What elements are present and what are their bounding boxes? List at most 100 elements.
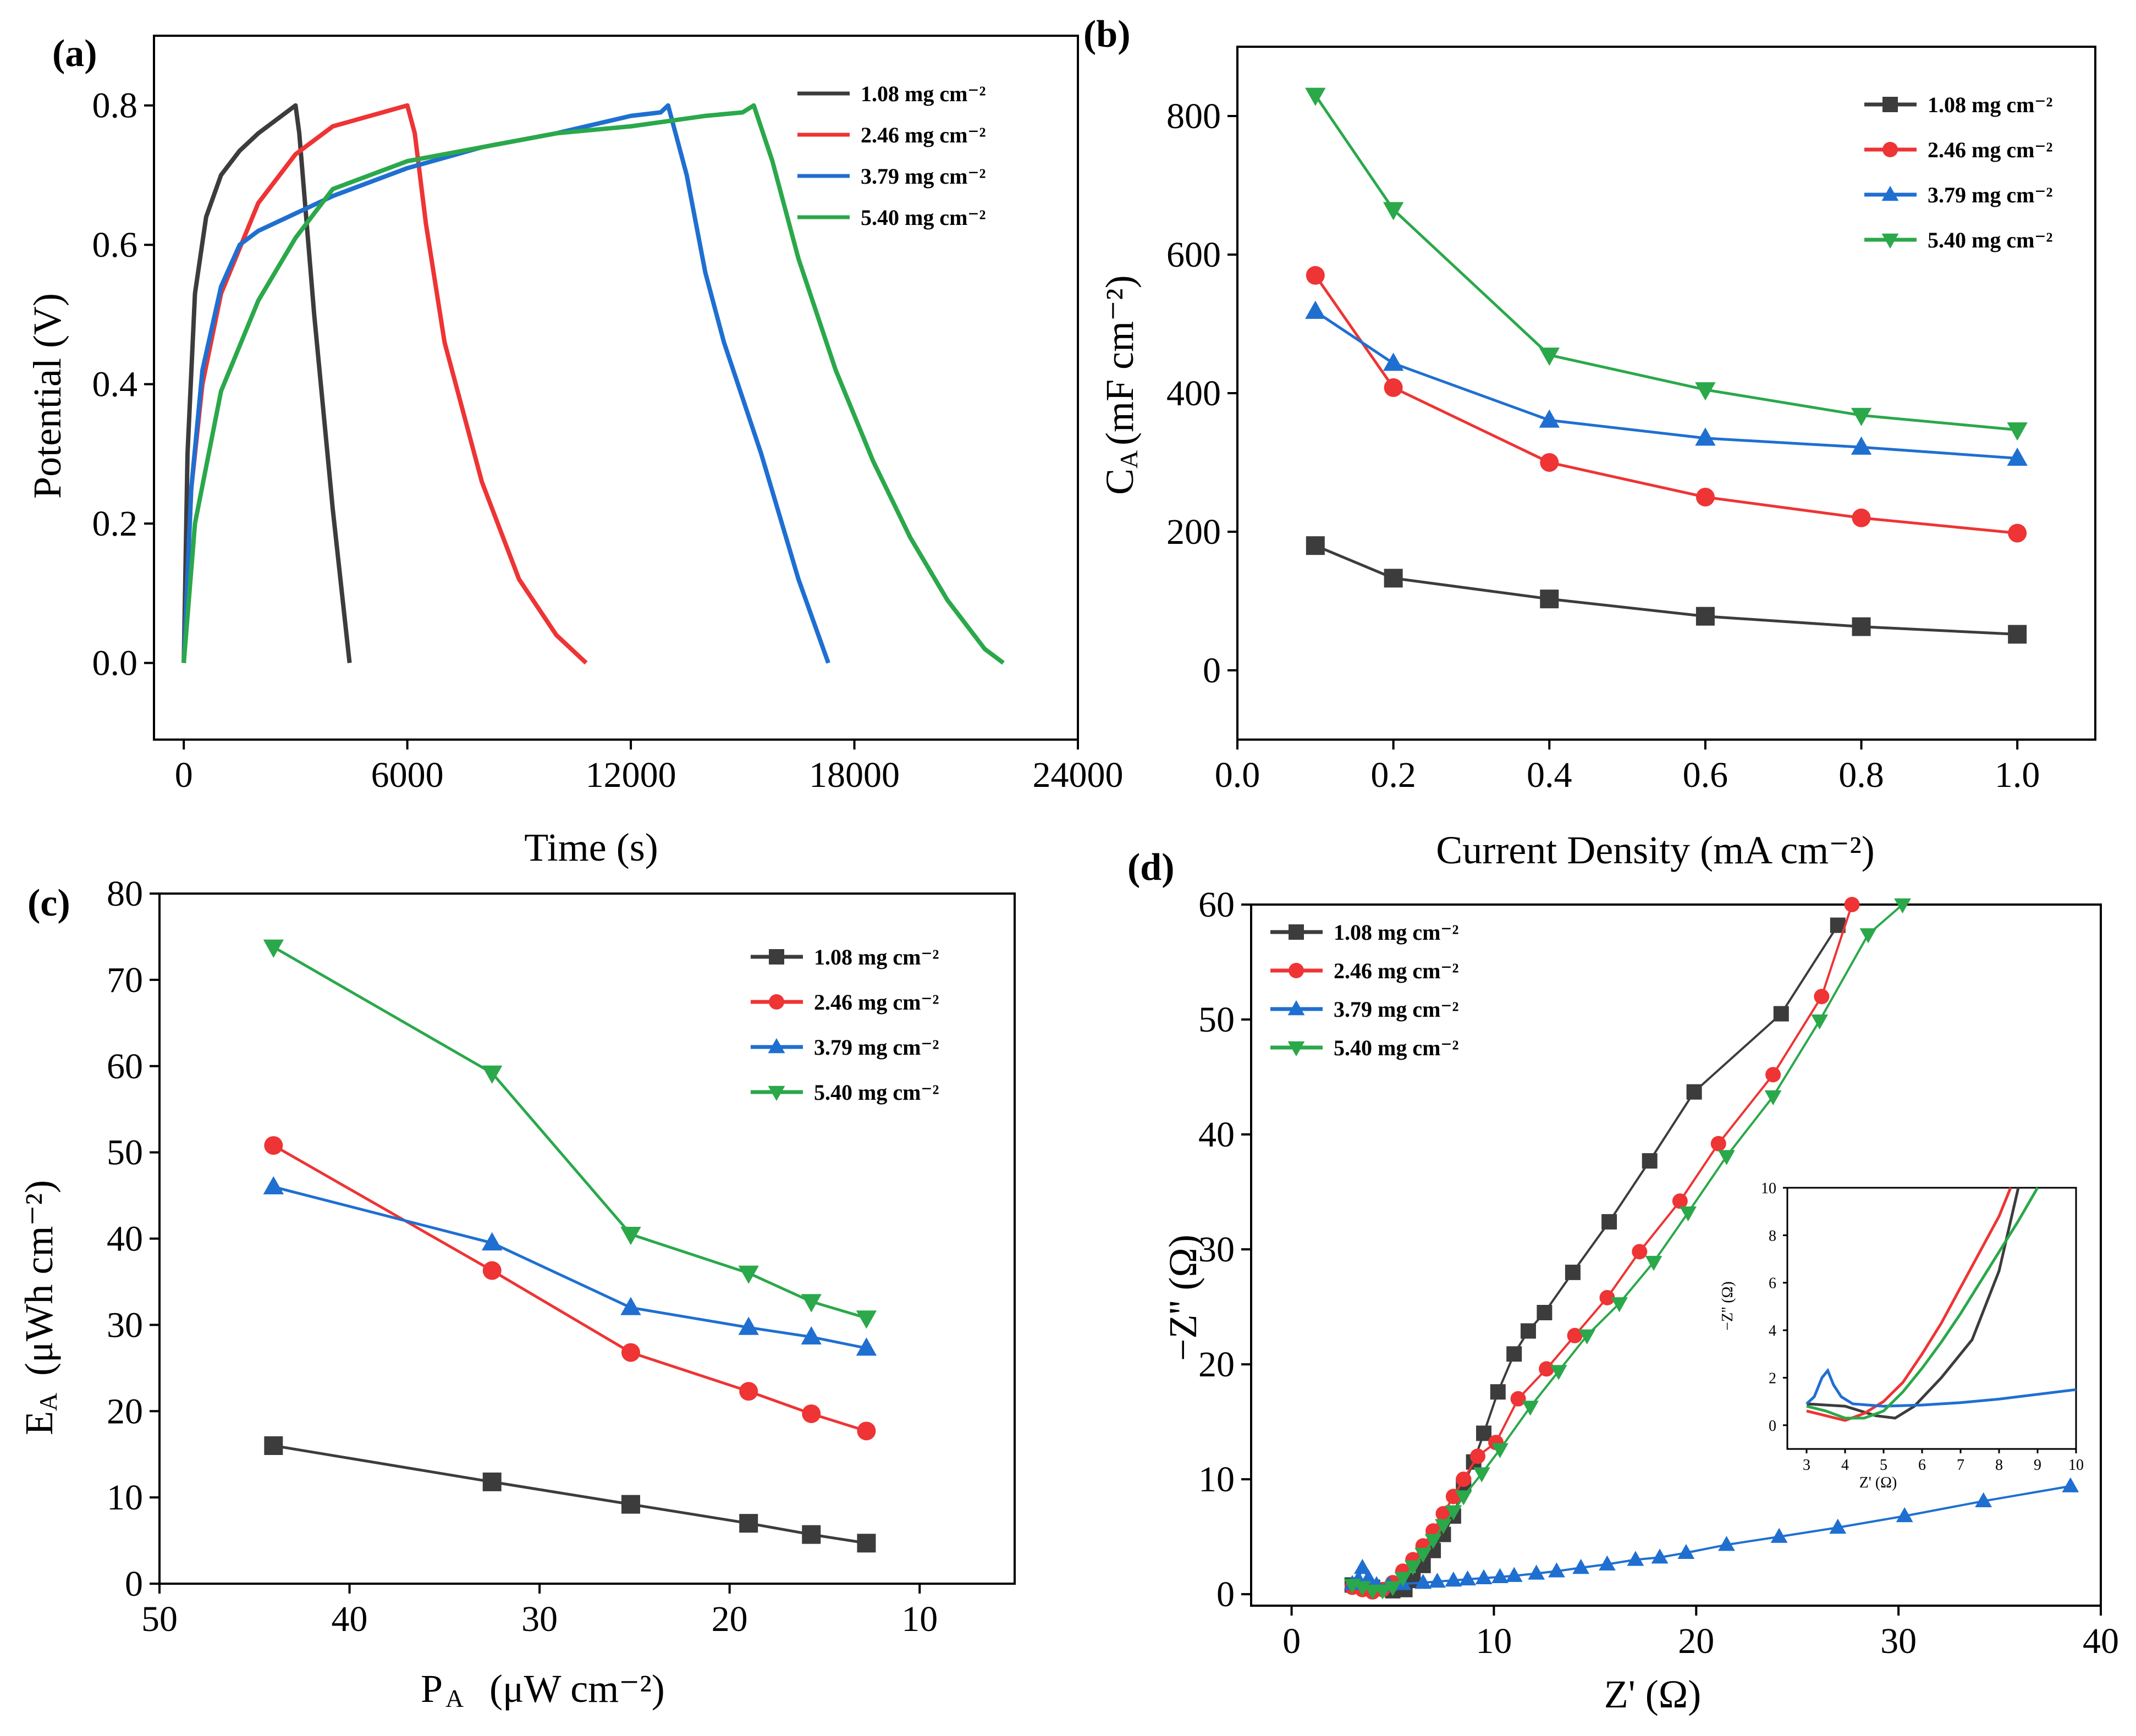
panel-c-series-line — [273, 1185, 867, 1350]
panel-d-data-point — [1456, 1472, 1472, 1487]
panel-d-data-point — [1764, 1090, 1782, 1106]
panel-d-legend-marker — [1289, 924, 1304, 940]
panel-c-ytick-label: 70 — [107, 960, 143, 1000]
panel-b-series-line — [1314, 544, 2018, 636]
panel-d-ytick-label: 0 — [1216, 1574, 1235, 1614]
panel-d-data-point — [1859, 928, 1877, 944]
panel-c-data-point — [856, 1337, 877, 1356]
panel-d-legend-entry: 2.46 mg cm⁻² — [1334, 958, 1459, 983]
panel-a-legend-entry: 1.08 mg cm⁻² — [861, 81, 986, 106]
panel-a-plot-frame — [153, 35, 1079, 741]
panel-c-series-line — [273, 946, 867, 1320]
panel-d-data-point — [1632, 1244, 1648, 1260]
panel-c-ytick-label: 50 — [107, 1133, 143, 1173]
panel-b-data-point — [1851, 436, 1872, 455]
panel-d-data-point — [1627, 1551, 1644, 1566]
panel-a-series-line — [181, 103, 1005, 665]
panel-a-legend-entry: 5.40 mg cm⁻² — [861, 205, 986, 230]
panel-c-label: (c) — [27, 882, 70, 924]
panel-c-data-point — [263, 939, 284, 958]
panel-b-legend-marker — [1881, 185, 1899, 201]
panel-d-data-point — [1770, 1528, 1788, 1543]
panel-b-data-point — [1540, 589, 1559, 609]
panel-c-legend-marker — [768, 1085, 785, 1101]
panel-a-xtick-label: 18000 — [809, 755, 900, 795]
panel-c-series-line — [273, 1144, 867, 1432]
panel-d-data-point — [1522, 1401, 1539, 1416]
panel-d-data-point — [1491, 1443, 1509, 1458]
panel-c-ytick-label: 60 — [107, 1046, 143, 1087]
panel-d-data-point — [1572, 1558, 1590, 1574]
panel-d-ytick-label: 20 — [1198, 1344, 1235, 1385]
panel-b-xtick-label: 0.8 — [1838, 755, 1884, 795]
panel-d-data-point — [1510, 1391, 1526, 1407]
panel-b-xtick-label: 0.2 — [1370, 755, 1416, 795]
panel-b-data-point — [1306, 266, 1325, 285]
panel-c-ylabel-group: E A (μWh cm⁻²) — [17, 1180, 62, 1435]
panel-a-legend-entry: 2.46 mg cm⁻² — [861, 123, 986, 147]
inset-ylabel: −Z'' (Ω) — [1719, 1281, 1736, 1330]
panel-b-ylabel-group: C A (mF cm⁻²) — [1098, 275, 1143, 495]
panel-c-xtick-label: 40 — [332, 1599, 368, 1639]
panel-c-xtick-label: 30 — [521, 1599, 558, 1639]
panel-b-legend-entry: 3.79 mg cm⁻² — [1928, 183, 2053, 207]
panel-c-data-point — [482, 1232, 503, 1250]
inset-xtick-label: 9 — [2034, 1457, 2041, 1474]
panel-c-data-point — [482, 1261, 502, 1280]
panel-a-legend-entry: 3.79 mg cm⁻² — [861, 164, 986, 189]
panel-b-legend-marker — [1882, 142, 1898, 157]
panel-b-ylabel-units: (mF cm⁻²) — [1098, 275, 1142, 445]
inset-ytick-label: 10 — [1761, 1180, 1776, 1197]
panel-b-xtick-label: 1.0 — [1995, 755, 2040, 795]
panel-c-ylabel-sub: A — [34, 1393, 62, 1411]
panel-d-data-point — [1470, 1448, 1485, 1464]
panel-b-data-point — [2008, 523, 2027, 543]
panel-c-legend-entry: 2.46 mg cm⁻² — [814, 990, 939, 1015]
panel-d-data-point — [1844, 897, 1860, 912]
panel-b-data-point — [1852, 508, 1871, 527]
panel-c-xlabel-group: P A (μW cm⁻²) — [421, 1667, 665, 1712]
panel-c-xtick-label: 20 — [712, 1599, 748, 1639]
panel-a-ytick-label: 0.6 — [92, 225, 138, 265]
panel-d-data-point — [1773, 1006, 1789, 1022]
panel-d-data-point — [1599, 1555, 1616, 1570]
panel-d-legend-marker — [1289, 963, 1304, 978]
panel-b-data-point — [1852, 617, 1871, 636]
panel-c-legend-marker — [769, 949, 784, 965]
panel-b-data-point — [1695, 427, 1716, 446]
panel-a-xtick-label: 6000 — [371, 755, 444, 795]
panel-b-data-point — [2008, 625, 2027, 644]
panel-d-data-point — [1677, 1544, 1695, 1559]
panel-d-legend-entry: 1.08 mg cm⁻² — [1334, 920, 1459, 945]
panel-b-legend-entry: 5.40 mg cm⁻² — [1928, 228, 2053, 252]
panel-b-series-line — [1314, 94, 2018, 432]
panel-a-chart: (a) Time (s) Potential (V) 0 6000 12000 180… — [25, 32, 1124, 869]
panel-c-data-point — [621, 1495, 640, 1514]
panel-d-ytick-label: 40 — [1198, 1115, 1235, 1155]
inset-xlabel: Z' (Ω) — [1859, 1474, 1897, 1491]
panel-c-chart: (c) P A (μW cm⁻²) E A (μWh cm⁻²) 50 40 30 2… — [17, 874, 1016, 1712]
panel-d-data-point — [1506, 1346, 1522, 1362]
panel-b-data-point — [1695, 488, 1715, 506]
panel-c-ytick-label: 0 — [125, 1564, 143, 1604]
panel-a-ytick-label: 0.2 — [92, 504, 138, 544]
panel-b-data-point — [1383, 202, 1404, 221]
panel-d-data-point — [2062, 1477, 2079, 1492]
panel-c-ytick-label: 40 — [107, 1219, 143, 1259]
panel-c-data-point — [739, 1382, 758, 1401]
panel-b-xtick-label: 0.0 — [1215, 755, 1260, 795]
panel-c-data-point — [620, 1297, 641, 1315]
panel-d-data-point — [1539, 1361, 1555, 1377]
panel-a-xtick-label: 24000 — [1033, 755, 1124, 795]
panel-d-data-point — [1404, 1560, 1422, 1576]
panel-d-data-point — [1611, 1297, 1628, 1313]
inset-ytick-label: 4 — [1769, 1322, 1776, 1340]
panel-d-data-point — [1528, 1564, 1545, 1580]
panel-d-legend-entry: 5.40 mg cm⁻² — [1334, 1035, 1459, 1060]
panel-b-ytick-label: 800 — [1166, 96, 1221, 136]
panel-c-data-point — [802, 1404, 821, 1423]
panel-d-data-point — [1829, 1518, 1847, 1534]
panel-d-xtick-label: 10 — [1476, 1621, 1512, 1661]
panel-d-data-point — [1894, 898, 1911, 914]
